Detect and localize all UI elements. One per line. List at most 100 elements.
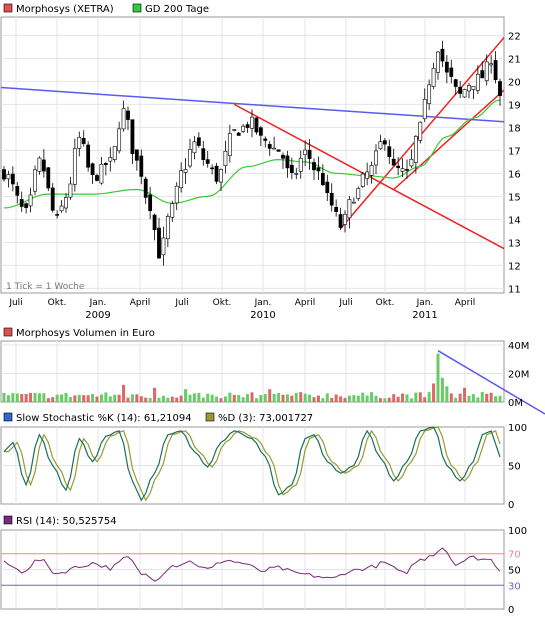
candle-body <box>183 169 188 173</box>
volume-bar <box>68 397 72 402</box>
candle-body <box>360 173 365 187</box>
rsi-panel: 0 30 50 70 100 RSI (14): 50,525754 <box>0 515 527 616</box>
candle-body <box>489 63 494 66</box>
candle-body <box>449 67 454 77</box>
volume-bar <box>378 398 382 402</box>
volume-gridlines <box>1 341 504 402</box>
price-trendline <box>340 36 504 230</box>
candle-body <box>413 136 418 163</box>
volume-bar <box>197 392 201 402</box>
price-gridlines <box>1 17 504 293</box>
volume-bar <box>427 392 431 402</box>
volume-bar <box>29 392 33 402</box>
candle-body <box>130 119 135 154</box>
price-y-tick-label: 11 <box>508 284 521 295</box>
volume-bar <box>356 395 360 402</box>
volume-bar <box>383 398 387 402</box>
candle-body <box>90 163 95 175</box>
volume-bar <box>135 394 139 402</box>
volume-bar <box>210 394 214 402</box>
volume-bar <box>37 393 41 402</box>
candle-body <box>121 108 126 130</box>
candle-body <box>143 178 148 198</box>
volume-bar <box>285 394 289 402</box>
volume-bar <box>201 397 205 402</box>
volume-bar <box>392 394 396 402</box>
candle-body <box>480 70 485 79</box>
volume-bar <box>130 394 134 402</box>
volume-bar <box>11 393 15 402</box>
volume-bar <box>206 393 210 402</box>
legend-swatch-rsi <box>3 515 13 525</box>
volume-bar <box>489 392 493 402</box>
price-y-tick-label: 20 <box>508 77 521 88</box>
volume-y-ticks: 40M 20M 0M <box>508 341 529 409</box>
stochastic-panel: 0 50 100 Slow Stochastic %K (14): 61,21094… <box>0 412 527 511</box>
volume-bar <box>272 393 276 402</box>
candle-body <box>289 164 294 173</box>
candle-body <box>285 155 290 169</box>
volume-bar <box>95 396 99 402</box>
volume-bar <box>77 394 81 402</box>
rsi-polyline <box>3 547 501 582</box>
volume-bar <box>418 392 422 402</box>
volume-bar <box>365 395 369 402</box>
candle-body <box>334 206 339 212</box>
volume-bar <box>494 396 498 402</box>
volume-bar <box>223 396 227 402</box>
candle-body <box>418 121 423 141</box>
candle-body <box>126 110 130 120</box>
tick-size-note: 1 Tick = 1 Woche <box>6 282 85 292</box>
candle-body <box>475 73 480 91</box>
legend-label-ma200: GD 200 Tage <box>145 4 209 15</box>
candle-body <box>46 167 51 189</box>
volume-bar <box>91 393 95 402</box>
volume-bar <box>290 395 294 402</box>
volume-bar <box>432 383 436 402</box>
volume-panel: 40M 20M 0M Morphosys Volumen in Euro <box>0 327 545 415</box>
legend-swatch-ma200 <box>132 3 142 13</box>
price-y-tick-label: 22 <box>508 31 521 42</box>
candle-body <box>400 168 405 172</box>
price-plot-area <box>0 16 505 294</box>
candle-body <box>99 163 104 184</box>
volume-bar <box>99 394 103 402</box>
volume-bar <box>170 396 174 402</box>
volume-bar <box>104 392 108 402</box>
volume-bar <box>449 393 453 402</box>
candle-body <box>15 186 20 196</box>
volume-bar <box>237 395 241 402</box>
candle-body <box>382 140 387 145</box>
volume-bar <box>334 394 338 402</box>
volume-bar <box>108 396 112 402</box>
candle-body <box>81 138 86 144</box>
volume-bar <box>241 397 245 402</box>
volume-bar <box>374 395 378 402</box>
volume-bar <box>2 392 6 402</box>
rsi-y-tick-label: 50 <box>508 566 521 577</box>
candle-body <box>343 213 347 225</box>
candle-body <box>236 132 241 136</box>
candle-body <box>157 227 161 259</box>
candle-body <box>440 48 445 62</box>
candle-body <box>59 205 64 212</box>
candle-body <box>108 157 113 162</box>
price-x-tick-label: Juli <box>174 298 188 308</box>
candle-body <box>148 194 153 212</box>
rsi-y-ticks: 0 30 50 70 100 <box>508 526 527 616</box>
stochastic-y-ticks: 0 50 100 <box>508 423 527 511</box>
volume-bar <box>126 397 130 402</box>
volume-bar <box>46 398 50 402</box>
candle-body <box>369 165 374 176</box>
volume-bar <box>405 394 409 402</box>
candle-body <box>453 79 458 87</box>
candle-body <box>205 159 210 164</box>
volume-bar <box>184 389 188 402</box>
candle-body <box>298 157 303 172</box>
volume-bar <box>117 394 121 402</box>
candle-body <box>64 197 68 209</box>
price-x-tick-label: Jan. <box>254 298 272 308</box>
volume-bar <box>139 396 143 402</box>
volume-bar <box>396 396 400 402</box>
volume-bar <box>20 394 24 402</box>
